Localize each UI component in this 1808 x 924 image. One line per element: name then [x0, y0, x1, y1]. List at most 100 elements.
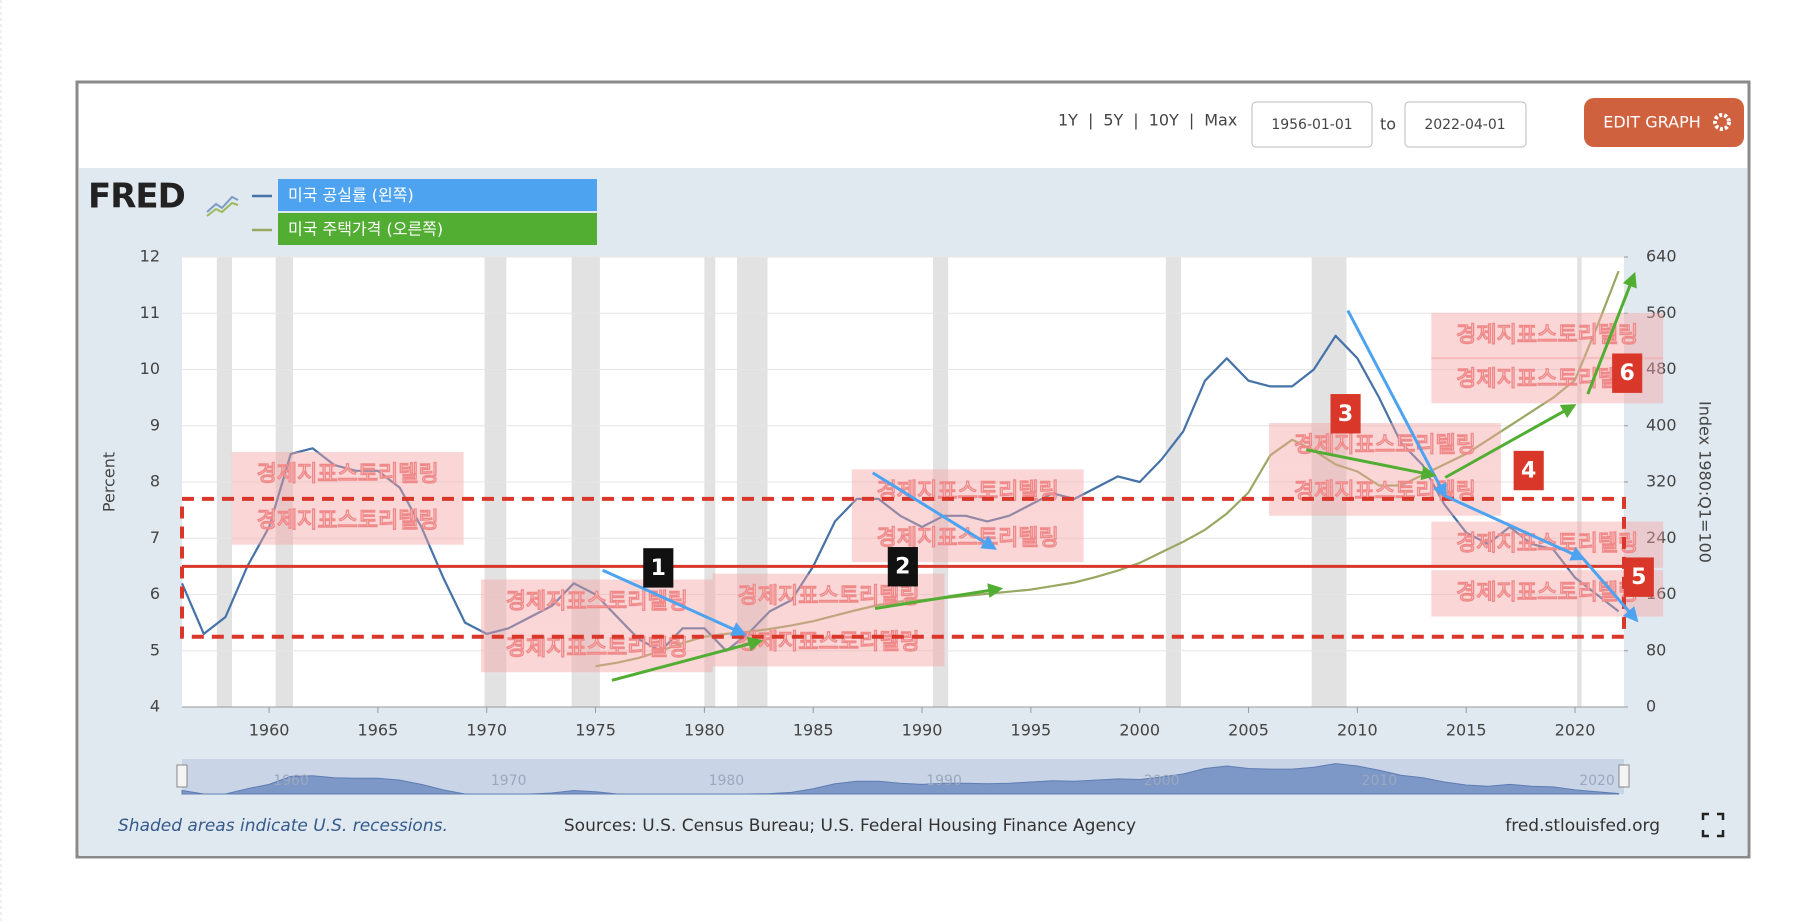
- fullscreen-icon[interactable]: [1701, 812, 1725, 838]
- annotation-badge: [1513, 450, 1544, 491]
- watermark-box: [1269, 469, 1501, 516]
- legend-background: [278, 179, 597, 211]
- navigator-tick-label: 1980: [709, 773, 745, 789]
- legend-label: 미국 주택가격 (오른쪽): [288, 220, 443, 239]
- annotation-arrow: [871, 471, 997, 550]
- annotation-label: 5: [1631, 565, 1646, 590]
- watermark: 경제지표스토리텔링: [1456, 367, 1638, 392]
- x-tick-label: 1975: [575, 721, 616, 740]
- y2-tick-label: 560: [1646, 303, 1677, 322]
- watermark: 경제지표스토리텔링: [506, 636, 688, 661]
- y-tick-label: 4: [150, 697, 160, 716]
- series-line: [180, 334, 1620, 652]
- logo-icon: [206, 195, 239, 213]
- logo: FRED: [88, 177, 239, 217]
- to-label: to: [1380, 115, 1396, 134]
- x-tick-label: 1995: [1011, 721, 1052, 740]
- annotation-badge: [887, 547, 918, 587]
- annotation-arrow: [1444, 494, 1586, 561]
- annotation-arrow: [874, 583, 1004, 610]
- x-tick-label: 2000: [1119, 721, 1160, 740]
- range-separator: |: [1189, 111, 1194, 130]
- x-tick-label: 1960: [249, 721, 290, 740]
- recession-note: Shaded areas indicate U.S. recessions.: [118, 816, 448, 836]
- watermark: 경제지표스토리텔링: [1294, 433, 1476, 458]
- y-tick-label: 5: [150, 640, 160, 659]
- annotation-arrow: [1586, 271, 1637, 395]
- x-tick-label: 2010: [1337, 721, 1378, 740]
- y-tick-label: 6: [150, 584, 160, 603]
- range-button[interactable]: 10Y: [1149, 111, 1179, 130]
- gear-icon: [1713, 113, 1731, 131]
- fullscreen-glyph[interactable]: [1701, 812, 1725, 838]
- start-date-input[interactable]: [1251, 101, 1373, 148]
- navigator-tick-label: 1970: [491, 773, 527, 789]
- annotation-badge: [643, 548, 674, 588]
- series-line: [595, 270, 1620, 668]
- annotation-arrow: [1346, 309, 1447, 499]
- sources: Sources: U.S. Census Bureau; U.S. Federa…: [564, 816, 1136, 836]
- y2-tick-label: 480: [1646, 359, 1677, 378]
- range-button[interactable]: 5Y: [1103, 111, 1123, 130]
- annotation-arrow: [1305, 448, 1437, 481]
- navigator-tick-label: 2010: [1362, 773, 1398, 789]
- annotation-label: 1: [651, 556, 666, 581]
- y-tick-label: 9: [150, 415, 160, 434]
- y2-axis-label: Index 1980:Q1=100: [1696, 401, 1715, 563]
- annotation-arrow: [611, 636, 764, 682]
- range-separator: |: [1133, 111, 1138, 130]
- y-tick-label: 7: [150, 528, 160, 547]
- y-axis-label: Percent: [100, 452, 119, 512]
- annotation-arrow: [602, 568, 747, 636]
- navigator-area: [181, 763, 1620, 795]
- y2-tick-label: 640: [1646, 247, 1677, 266]
- annotation-label: 4: [1521, 459, 1536, 484]
- range-button[interactable]: Max: [1204, 111, 1237, 130]
- legend-label: 미국 공실률 (왼쪽): [288, 186, 414, 205]
- watermark: 경제지표스토리텔링: [257, 509, 439, 534]
- toolbar: 1956-01-01 to 2022-04-01 EDIT GRAPH 1Y | 5…: [1058, 98, 1744, 148]
- x-tick-label: 2005: [1228, 721, 1269, 740]
- x-tick-label: 1980: [684, 721, 725, 740]
- x-tick-label: 1970: [466, 721, 507, 740]
- navigator-handle[interactable]: [1618, 764, 1630, 788]
- x-tick-label: 1985: [793, 721, 834, 740]
- annotation-arrow: [1444, 404, 1577, 479]
- annotation-arrow: [1582, 557, 1639, 623]
- legend-background: [278, 213, 597, 245]
- end-date-input[interactable]: [1404, 101, 1527, 148]
- fred-logo: FRED: [88, 177, 185, 217]
- navigator-handle[interactable]: [176, 764, 188, 788]
- watermark-box: [1269, 423, 1501, 470]
- edit-graph-button[interactable]: [1584, 98, 1744, 147]
- start-date: 1956-01-01: [1271, 117, 1352, 133]
- end-date: 2022-04-01: [1424, 117, 1505, 133]
- y-tick-label: 12: [140, 247, 160, 266]
- navigator-tick-label: 1960: [273, 773, 309, 789]
- watermark: 경제지표스토리텔링: [1456, 323, 1638, 348]
- watermark: 경제지표스토리텔링: [1456, 532, 1638, 557]
- site: fred.stlouisfed.org: [1505, 816, 1660, 836]
- annotation-badge: [1330, 394, 1361, 434]
- x-tick-label: 2015: [1446, 721, 1487, 740]
- logo-icon: [206, 201, 239, 217]
- navigator-tick-label: 2020: [1579, 773, 1615, 789]
- edit-graph-label: EDIT GRAPH: [1603, 113, 1701, 132]
- y-tick-label: 10: [140, 359, 160, 378]
- watermark-box: [231, 498, 464, 545]
- annotation-label: 2: [895, 555, 910, 580]
- y2-tick-label: 320: [1646, 472, 1677, 491]
- watermark: 경제지표스토리텔링: [506, 590, 688, 615]
- range-separator: |: [1088, 111, 1093, 130]
- watermark-box: [1431, 312, 1664, 360]
- range-button[interactable]: 1Y: [1058, 111, 1078, 130]
- y2-tick-label: 240: [1646, 528, 1677, 547]
- y-tick-label: 8: [150, 472, 160, 491]
- y2-tick-label: 80: [1646, 640, 1666, 659]
- navigator-tick-label: 1990: [926, 773, 962, 789]
- annotation-label: 6: [1620, 361, 1635, 386]
- plot: [180, 256, 1628, 713]
- annotation-badge: [1623, 557, 1654, 597]
